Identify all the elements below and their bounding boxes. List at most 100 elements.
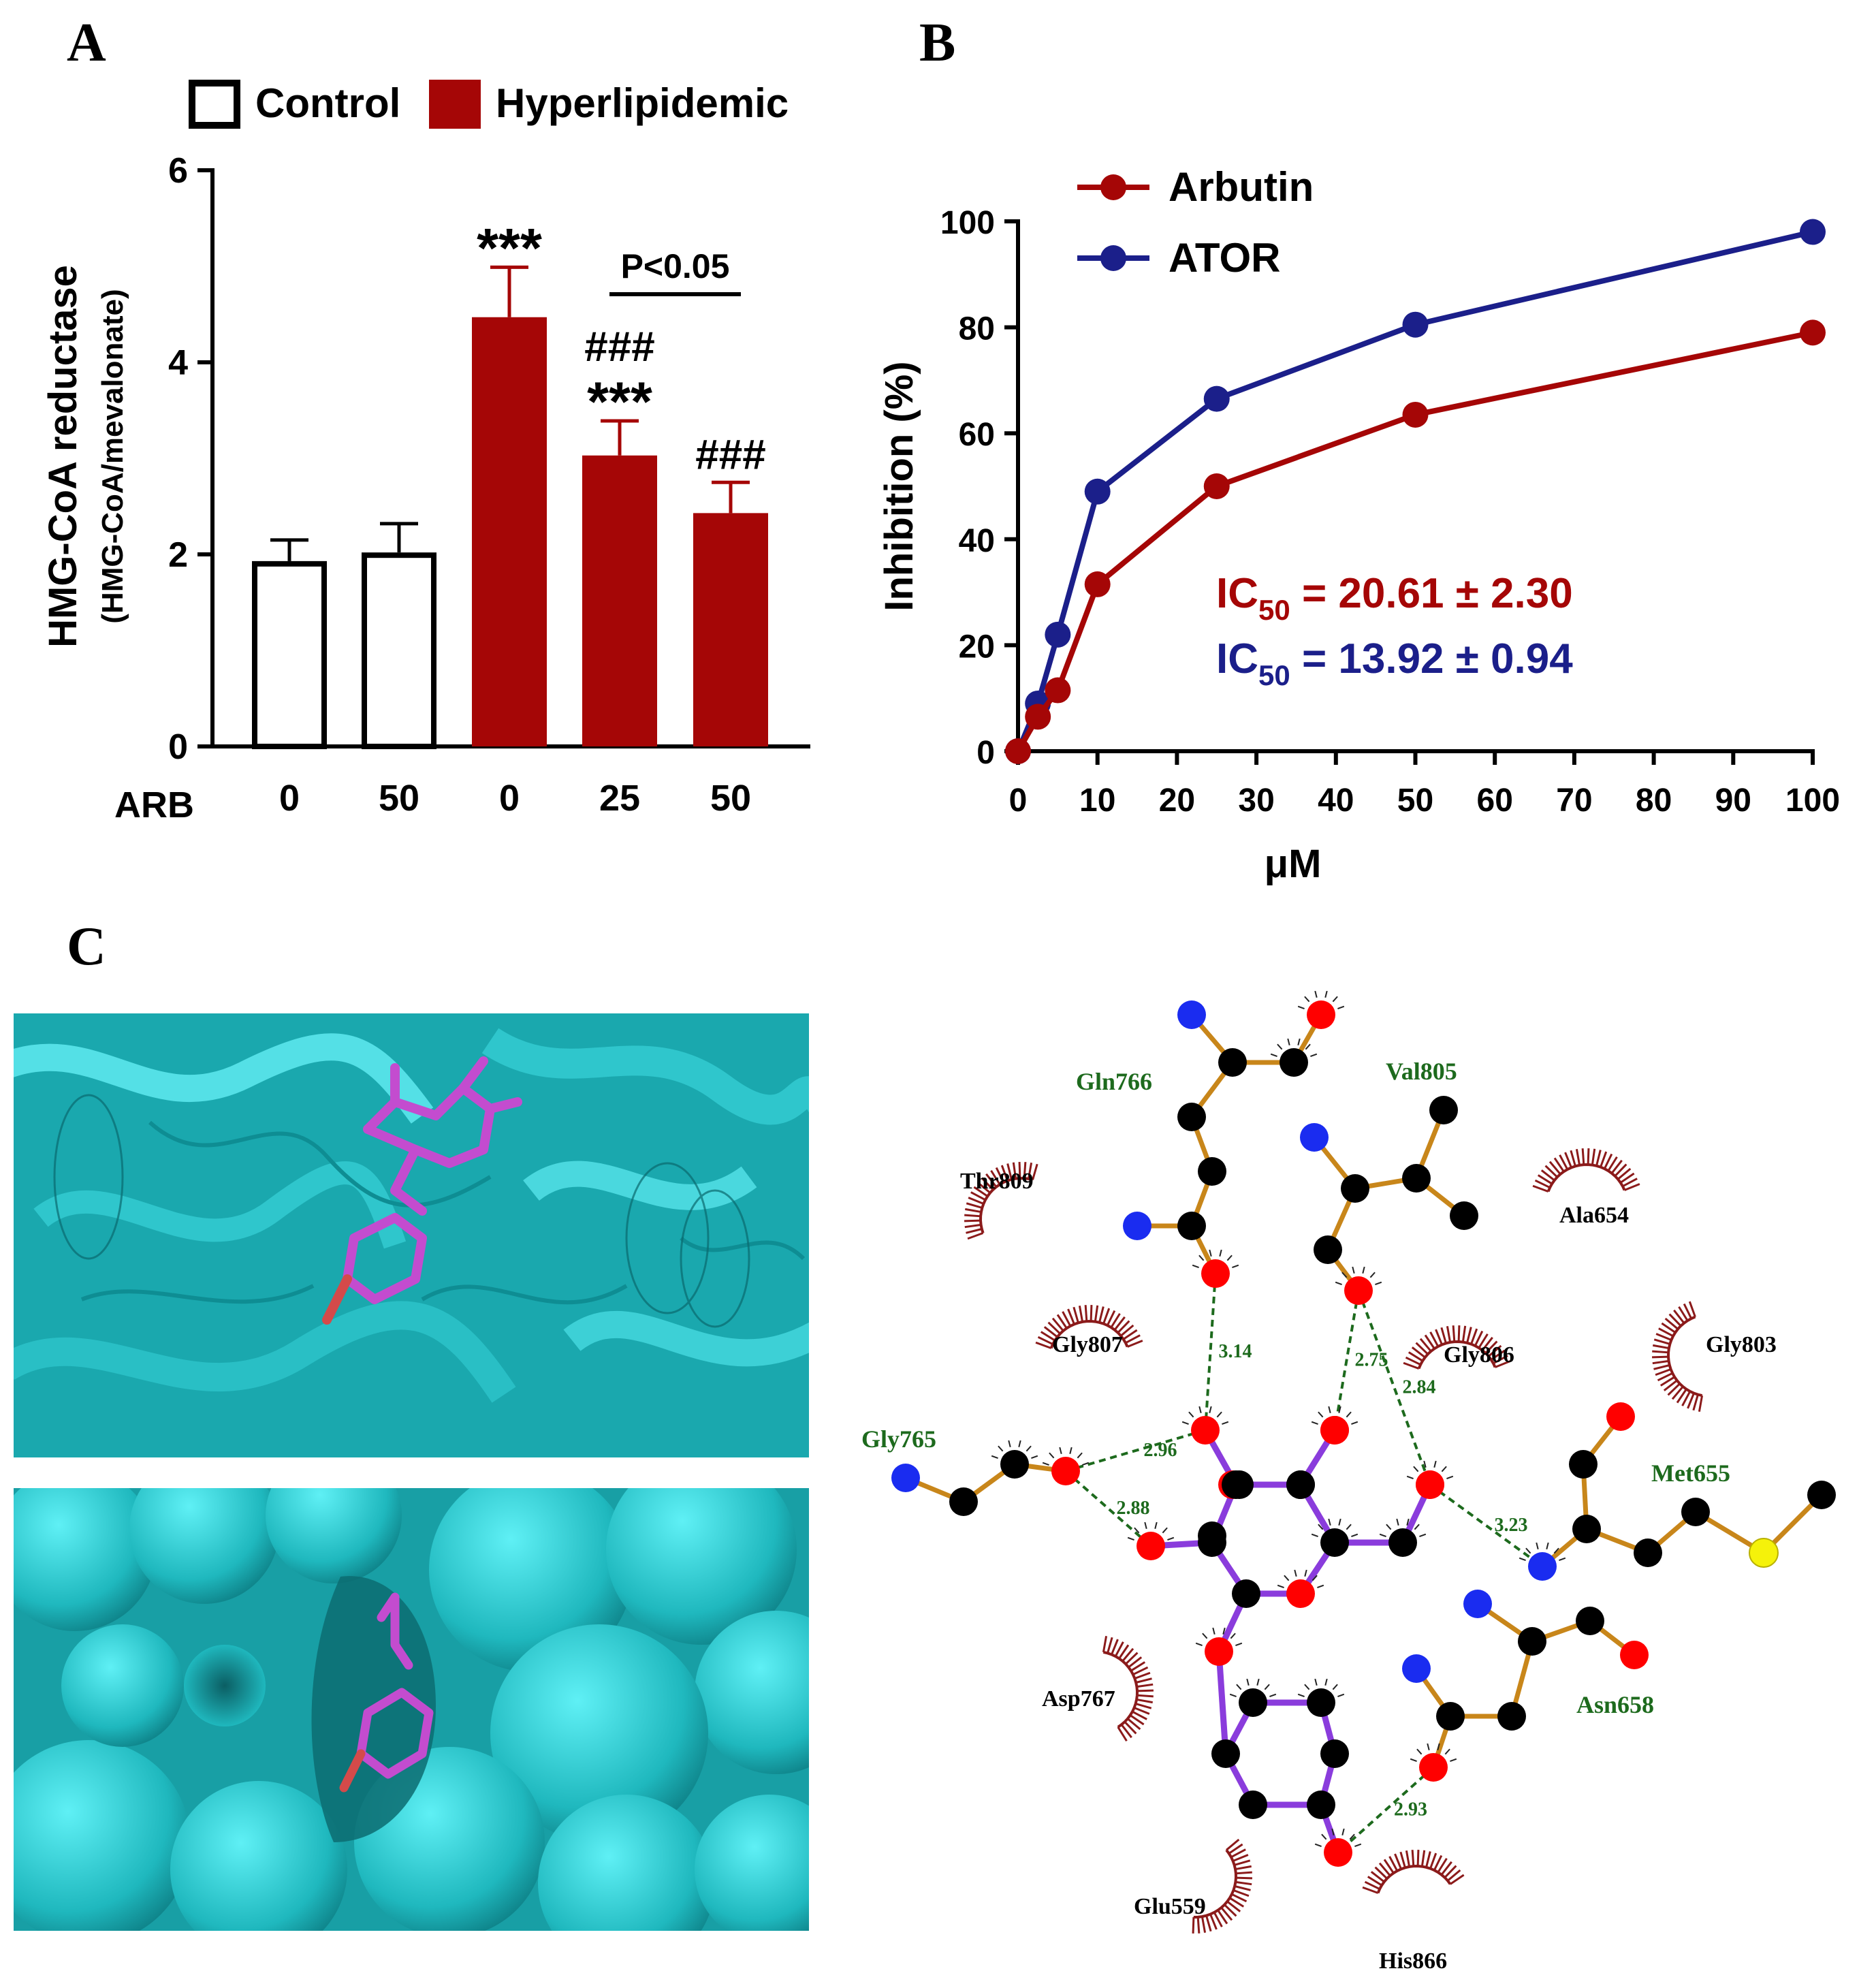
x-tick-label: 40 [1318,783,1354,819]
hbond-distance: 2.84 [1403,1377,1436,1398]
atom-o [1286,1579,1315,1608]
atom-c [1232,1579,1260,1608]
atom-c [1569,1450,1598,1479]
legend-marker-arbutin [1100,174,1126,200]
atom-c [1576,1607,1604,1635]
atom-c [1177,1103,1206,1131]
hydrogen-bond [1333,1290,1360,1431]
protein-surface-render [14,1488,809,1931]
atom-c [1239,1688,1267,1717]
x-axis-label: μM [1265,842,1322,886]
hbond-distance: 3.14 [1219,1341,1252,1362]
contact-tick-mark [1379,1518,1427,1538]
data-point-arbutin [1800,319,1826,346]
atom-c [1286,1470,1315,1499]
data-point-arbutin [1045,677,1071,704]
atom-c [1429,1096,1458,1124]
significance-mark: ### [695,431,765,478]
hbond-residue-label: Gly765 [861,1425,936,1453]
contact-tick-mark [1192,1249,1239,1269]
contact-tick-mark [1297,990,1345,1010]
bar [252,561,327,749]
y-axis-label: HMG-CoA reductase [41,265,85,648]
atom-c [949,1487,978,1516]
x-tick-label: 0 [1009,783,1028,819]
data-point-arbutin [1402,401,1429,428]
y-tick-label: 0 [976,735,995,771]
atom-c [1307,1790,1335,1819]
hydrogen-bond [1429,1483,1544,1568]
atom-o [1205,1637,1233,1666]
atom-n [1300,1123,1329,1152]
y-tick-label: 100 [940,205,995,241]
x-tick-label: 25 [599,778,640,819]
legend-label-control: Control [255,80,400,126]
atom-n [1177,1000,1206,1029]
hbond-distance: 3.23 [1495,1515,1528,1536]
hydrophobic-contact [1102,1636,1154,1742]
contact-tick-mark [1042,1447,1090,1466]
atom-o [1324,1838,1352,1867]
panel-label-b: B [919,13,956,73]
contact-tick-mark [1519,1542,1566,1562]
atom-c [1681,1498,1710,1526]
hbond-residue-label: Gln766 [1076,1068,1152,1095]
atom-o [1191,1416,1220,1445]
contact-residue-label: Gly806 [1444,1342,1514,1368]
hydrogen-bond [1204,1273,1217,1431]
contact-tick-mark [1181,1406,1229,1425]
hbond-residue-label: Val805 [1386,1058,1457,1085]
contact-tick-mark [1229,1678,1277,1698]
atom-c [1000,1450,1029,1479]
atom-c [1218,1048,1247,1077]
data-point-ator [1203,385,1230,412]
contact-tick-mark [1311,1406,1358,1425]
atom-c [1320,1528,1349,1557]
atom-o [1606,1402,1635,1431]
atom-c [1280,1048,1308,1077]
hydrogen-bond [1064,1470,1152,1547]
bar [362,552,436,749]
ic50-label-arbutin: IC50 = 20.61 ± 2.30 [1216,570,1573,626]
atom-c [1239,1790,1267,1819]
ligand-bond [1216,1651,1229,1754]
atom-o [1620,1641,1649,1669]
hbond-residue-label: Asn658 [1576,1691,1654,1718]
contact-tick-mark [1406,1460,1454,1480]
x-tick-label: 0 [499,778,520,819]
contact-tick-mark [1410,1743,1457,1763]
legend-label-arbutin: Arbutin [1169,164,1314,210]
contact-residue-label: Gly803 [1706,1332,1777,1357]
y-tick-label: 6 [168,151,188,191]
line-chart-inhibition: 0 20 40 60 80 100 0 10 20 30 40 50 60 70 80 90 100 Inhibi… [877,164,1840,886]
hydrogen-bond [1065,1429,1206,1472]
x-tick-label: 10 [1079,783,1115,819]
x-tick-label: 20 [1159,783,1195,819]
x-tick-label: 30 [1238,783,1274,819]
x-tick-label: 80 [1636,783,1672,819]
atom-c [1211,1739,1240,1768]
y-tick-label: 4 [168,343,188,383]
atom-c [1388,1528,1417,1557]
data-point-arbutin [1025,704,1051,730]
hydrophobic-contact [964,1161,1038,1240]
atom-c [1320,1739,1349,1768]
atom-c [1436,1702,1465,1731]
y-tick-label: 60 [959,417,995,453]
bar [472,317,547,747]
contact-tick-mark [1127,1521,1175,1541]
atom-o [1419,1753,1448,1782]
data-point-ator [1800,219,1826,245]
atom-o [1416,1470,1444,1499]
significance-mark: ### [584,324,654,370]
ligand-interaction-diagram: 3.14 2.75 2.84 2.96 2.88 3.23 2.93 Thr809 Ala654… [861,990,1836,1974]
atom-o [1307,1000,1335,1029]
data-point-ator [1045,621,1071,648]
hydrophobic-contact [1651,1301,1704,1412]
x-axis-label: ARB [114,785,194,825]
hydrophobic-contact [1532,1148,1640,1193]
x-tick-label: 100 [1785,783,1840,819]
bar [693,513,768,746]
hbond-distance: 2.93 [1394,1799,1427,1820]
hbond-distance: 2.75 [1355,1350,1388,1371]
